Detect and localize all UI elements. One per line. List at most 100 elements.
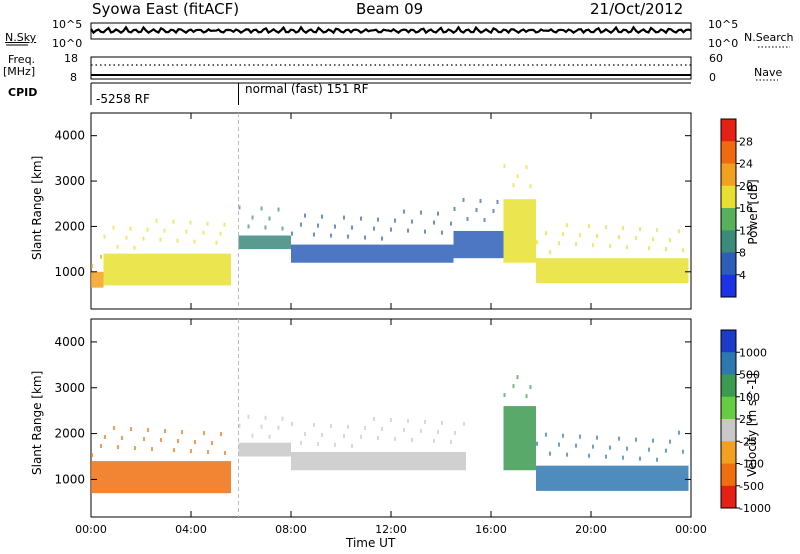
power-echo-speckle bbox=[291, 231, 293, 236]
velocity-echo-speckle bbox=[437, 429, 439, 434]
velocity-colorbar-tick-label: -500 bbox=[739, 480, 764, 493]
velocity-echo-speckle bbox=[360, 434, 362, 439]
power-echo-speckle bbox=[281, 226, 284, 231]
power-echo-speckle bbox=[155, 218, 158, 223]
nave-label: Nave bbox=[754, 66, 783, 79]
velocity-echo-speckle bbox=[529, 385, 532, 390]
velocity-echo-speckle bbox=[381, 426, 383, 431]
date-label: 21/Oct/2012 bbox=[590, 0, 684, 18]
power-echo-speckle bbox=[652, 237, 654, 242]
x-tick-label: 00:00 bbox=[675, 523, 707, 536]
velocity-y-tick-label: 4000 bbox=[54, 335, 85, 349]
cpid-mode-right: normal (fast) 151 RF bbox=[245, 82, 369, 96]
power-echo-block bbox=[453, 230, 504, 259]
velocity-echo-speckle bbox=[343, 433, 345, 438]
power-echo-speckle bbox=[648, 246, 650, 251]
power-echo-speckle bbox=[260, 206, 263, 211]
power-echo-speckle bbox=[304, 213, 306, 218]
velocity-colorbar-segment bbox=[721, 330, 736, 353]
power-echo-region bbox=[91, 254, 104, 288]
power-echo-speckle bbox=[206, 221, 209, 226]
power-echo-speckle bbox=[512, 183, 515, 188]
velocity-y-tick-label: 1000 bbox=[54, 472, 85, 486]
power-echo-speckle bbox=[364, 235, 366, 240]
power-echo-speckle bbox=[575, 242, 577, 247]
power-echo-speckle bbox=[411, 219, 413, 224]
velocity-echo-block bbox=[503, 406, 536, 471]
velocity-colorbar-tick-label: -1000 bbox=[739, 502, 771, 515]
power-echo-block bbox=[91, 271, 104, 288]
power-echo-speckle bbox=[202, 230, 205, 235]
velocity-colorbar-tick-label: 500 bbox=[739, 369, 760, 382]
power-echo-speckle bbox=[185, 229, 188, 234]
power-echo-speckle bbox=[479, 198, 482, 203]
nsky-strip-frame bbox=[90, 22, 692, 40]
x-tick-label: 04:00 bbox=[175, 523, 207, 536]
power-echo-speckle bbox=[588, 224, 590, 229]
power-echo-region bbox=[453, 197, 504, 259]
velocity-echo-speckle bbox=[394, 436, 396, 441]
velocity-colorbar-tick-label: -25 bbox=[739, 435, 757, 448]
power-echo-speckle bbox=[146, 227, 149, 232]
velocity-echo-region bbox=[91, 426, 231, 494]
power-echo-speckle bbox=[129, 226, 132, 231]
velocity-echo-speckle bbox=[147, 428, 149, 433]
power-echo-speckle bbox=[433, 220, 435, 225]
power-echo-speckle bbox=[516, 174, 519, 179]
velocity-echo-speckle bbox=[260, 424, 263, 429]
x-tick-label: 00:00 bbox=[75, 523, 107, 536]
velocity-echo-speckle bbox=[377, 435, 379, 440]
velocity-echo-speckle bbox=[454, 430, 456, 435]
nsky-tick-high: 10^5 bbox=[52, 18, 83, 31]
velocity-echo-block bbox=[91, 461, 231, 494]
velocity-echo-speckle bbox=[648, 447, 650, 452]
velocity-echo-speckle bbox=[575, 443, 577, 448]
power-echo-speckle bbox=[609, 244, 611, 249]
velocity-echo-speckle bbox=[592, 444, 594, 449]
power-echo-speckle bbox=[163, 228, 166, 233]
power-echo-speckle bbox=[142, 236, 145, 241]
power-echo-speckle bbox=[475, 207, 478, 212]
power-colorbar-tick-label: 28 bbox=[739, 135, 753, 148]
power-echo-speckle bbox=[189, 220, 192, 225]
beam-label: Beam 09 bbox=[356, 0, 424, 18]
velocity-echo-speckle bbox=[321, 432, 323, 437]
nsearch-label: N.Search bbox=[744, 31, 794, 44]
x-tick-label: 16:00 bbox=[475, 523, 507, 536]
velocity-echo-speckle bbox=[300, 440, 302, 445]
velocity-echo-block bbox=[291, 451, 466, 471]
power-colorbar-tick-label: 8 bbox=[739, 247, 746, 260]
power-y-tick-label: 4000 bbox=[54, 129, 85, 143]
power-echo-speckle bbox=[373, 226, 375, 231]
power-echo-speckle bbox=[536, 240, 538, 245]
velocity-echo-region bbox=[291, 416, 466, 471]
power-colorbar-segment bbox=[721, 230, 736, 253]
velocity-colorbar-segment bbox=[721, 463, 736, 487]
power-echo-speckle bbox=[496, 199, 499, 204]
power-echo-speckle bbox=[100, 254, 102, 259]
velocity-echo-speckle bbox=[104, 435, 106, 440]
nsky-label: N.Sky bbox=[5, 31, 37, 44]
power-echo-speckle bbox=[639, 227, 641, 232]
power-echo-speckle bbox=[176, 238, 179, 243]
velocity-echo-speckle bbox=[313, 422, 315, 427]
velocity-echo-speckle bbox=[635, 437, 637, 442]
nave-tick-high: 60 bbox=[709, 52, 723, 65]
velocity-echo-speckle bbox=[330, 423, 332, 428]
velocity-echo-speckle bbox=[164, 429, 166, 434]
power-echo-speckle bbox=[656, 228, 658, 233]
power-echo-speckle bbox=[592, 243, 594, 248]
power-echo-speckle bbox=[125, 235, 128, 240]
power-echo-speckle bbox=[394, 218, 396, 223]
power-echo-speckle bbox=[268, 216, 271, 221]
power-colorbar-tick-label: 24 bbox=[739, 158, 753, 171]
power-echo-speckle bbox=[618, 235, 620, 240]
power-echo-speckle bbox=[116, 244, 119, 249]
power-echo-speckle bbox=[347, 234, 349, 239]
power-echo-block bbox=[503, 199, 536, 263]
power-colorbar-segment bbox=[721, 208, 736, 231]
power-echo-speckle bbox=[403, 209, 405, 214]
power-echo-speckle bbox=[579, 233, 581, 238]
velocity-echo-speckle bbox=[277, 425, 280, 430]
